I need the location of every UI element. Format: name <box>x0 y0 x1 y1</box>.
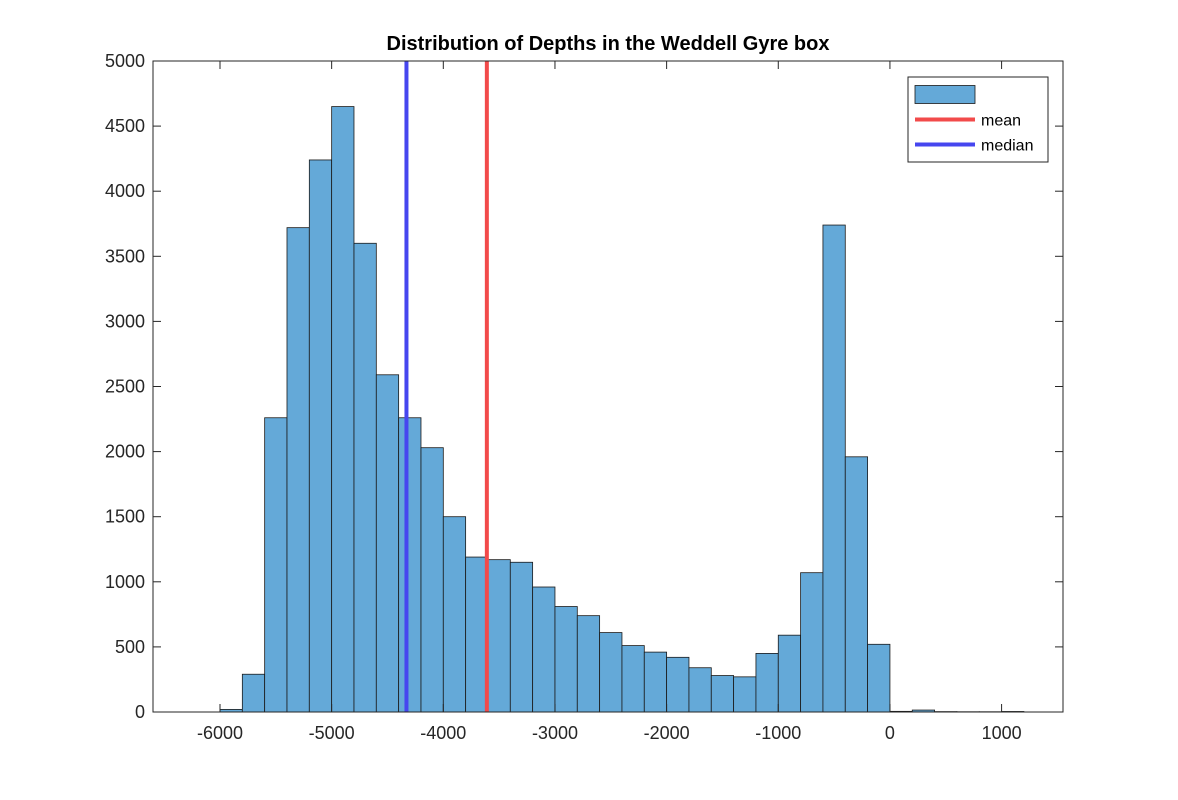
histogram-bar-25 <box>777 634 802 713</box>
y-tick-label-10: 5000 <box>105 51 145 71</box>
histogram-bar-14 <box>532 586 556 713</box>
y-tick-label-9: 4500 <box>105 116 145 136</box>
histogram-bar-23 <box>733 676 757 713</box>
histogram-bar-21 <box>688 667 712 713</box>
histogram-bar-11 <box>465 556 489 713</box>
x-tick-label-2: -4000 <box>420 723 466 743</box>
histogram-bar-18 <box>621 645 645 713</box>
y-tick-label-2: 1000 <box>105 572 145 592</box>
histogram-bar-13 <box>509 561 534 713</box>
legend-label-2: median <box>981 138 1033 155</box>
stat-lines-layer <box>404 61 489 712</box>
x-tick-label-7: 1000 <box>982 723 1022 743</box>
y-tick-label-3: 1500 <box>105 507 145 527</box>
histogram-bar-9 <box>420 447 444 713</box>
y-tick-label-6: 3000 <box>105 311 145 331</box>
histogram-bar-6 <box>353 242 377 713</box>
x-tick-label-3: -3000 <box>532 723 578 743</box>
legend-label-1: mean <box>981 113 1021 130</box>
histogram-bar-2 <box>264 417 288 713</box>
x-tick-label-1: -5000 <box>309 723 355 743</box>
histogram-bar-19 <box>643 651 668 713</box>
histogram-bar-4 <box>308 159 333 713</box>
x-tick-label-0: -6000 <box>197 723 243 743</box>
histogram-bar-29 <box>867 643 891 713</box>
x-tick-label-4: -2000 <box>644 723 690 743</box>
y-tick-label-8: 4000 <box>105 181 145 201</box>
y-tick-label-0: 0 <box>135 702 145 722</box>
histogram-bar-3 <box>286 227 310 713</box>
y-tick-label-1: 500 <box>115 637 145 657</box>
histogram-bar-22 <box>710 675 735 713</box>
legend: mean median <box>907 76 1049 163</box>
histogram-bar-27 <box>822 224 846 713</box>
histogram-bar-8 <box>398 417 422 713</box>
histogram-bar-12 <box>487 559 511 713</box>
histogram-bar-26 <box>800 572 824 713</box>
histogram-bar-7 <box>375 374 400 713</box>
y-tick-label-4: 2000 <box>105 442 145 462</box>
histogram-bar-16 <box>576 615 601 713</box>
histogram-bar-17 <box>599 632 623 713</box>
histogram-bar-5 <box>331 106 355 713</box>
bars-layer <box>219 106 1025 713</box>
axes-layer: -6000 -5000 -4000 -3000 -2000 -1000 0 1000 0 500 1… <box>105 51 1064 743</box>
legend-swatch-0 <box>914 85 976 104</box>
histogram-bar-10 <box>442 516 467 713</box>
histogram-bar-20 <box>666 656 690 713</box>
histogram-bar-15 <box>554 606 578 713</box>
x-tick-label-6: 0 <box>885 723 895 743</box>
histogram-bar-1 <box>241 673 266 713</box>
chart-title: Distribution of Depths in the Weddell Gy… <box>387 33 830 55</box>
histogram-bar-24 <box>755 653 779 713</box>
histogram-bar-28 <box>844 456 869 713</box>
x-tick-label-5: -1000 <box>755 723 801 743</box>
y-tick-label-7: 3500 <box>105 246 145 266</box>
y-tick-label-5: 2500 <box>105 377 145 397</box>
